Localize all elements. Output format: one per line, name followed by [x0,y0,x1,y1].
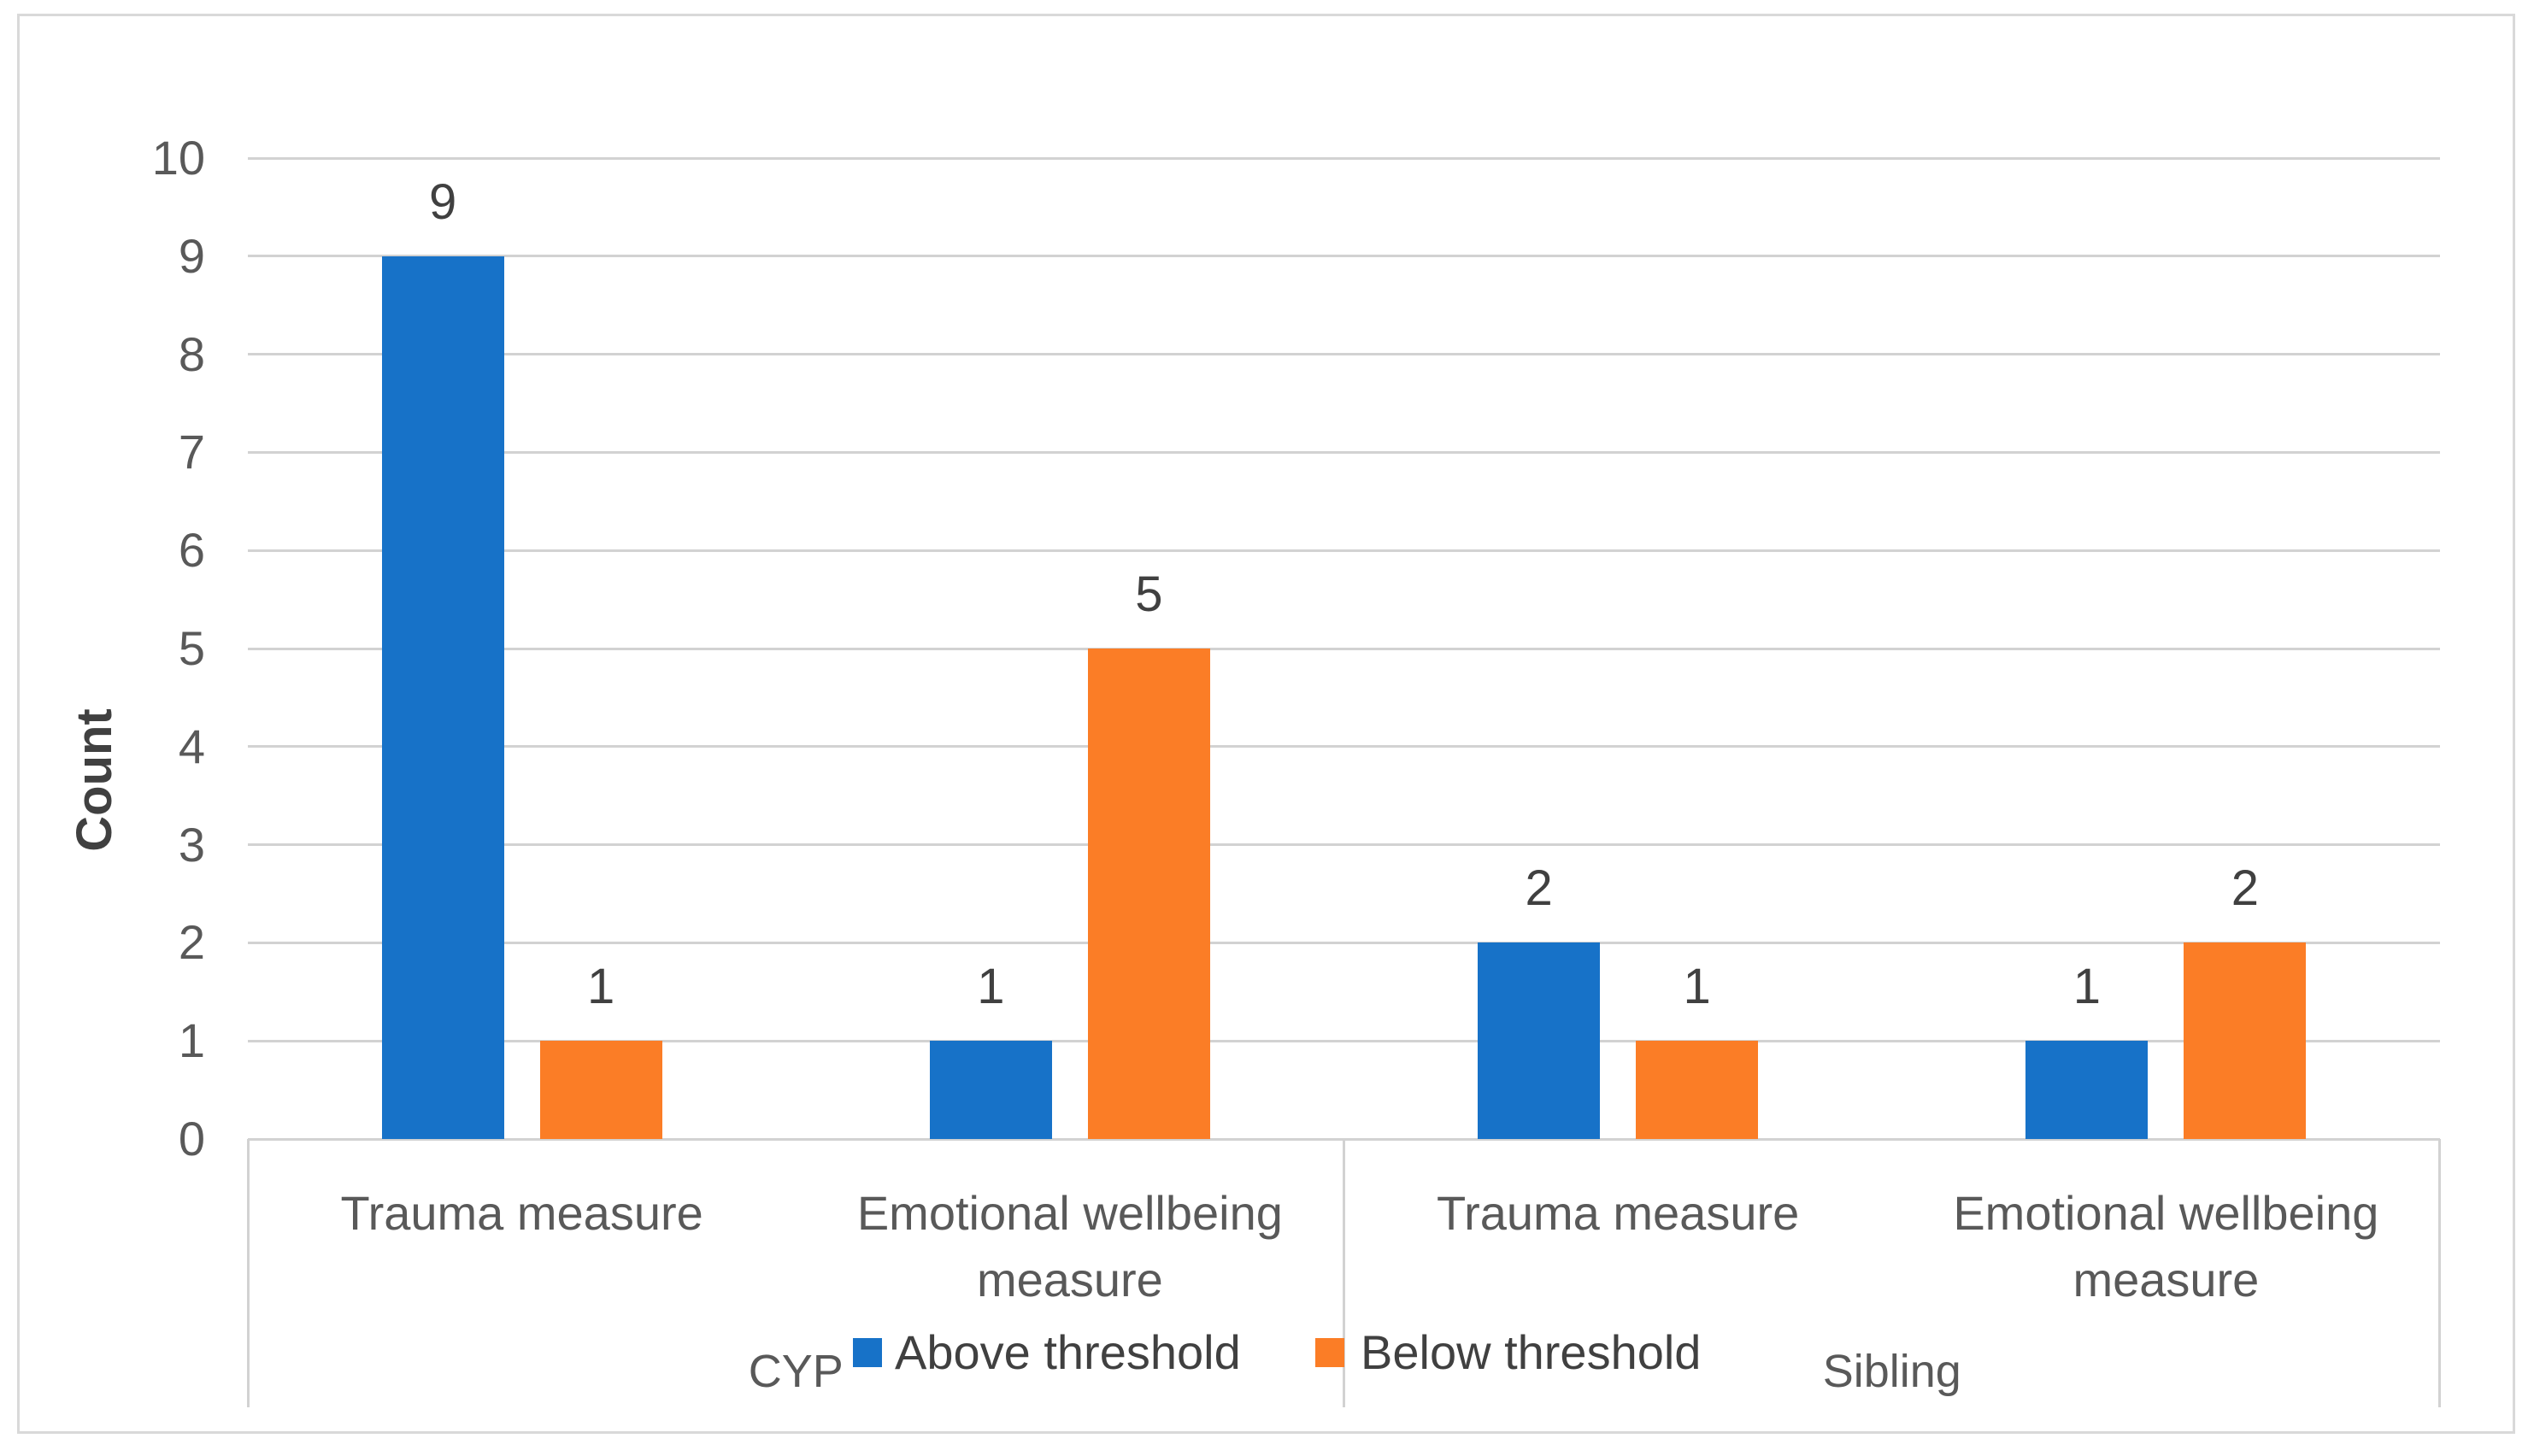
bar-value-label: 9 [428,173,457,230]
category-axis-left-border [247,1139,250,1407]
y-tick-label: 4 [178,719,205,773]
legend-swatch-below-threshold [1315,1338,1344,1367]
y-tick-label: 6 [178,523,205,578]
legend-swatch-above-threshold [853,1338,882,1367]
group-label-cyp: CYP [748,1346,844,1397]
bar-value-label: 1 [977,959,1005,1015]
y-tick-label: 7 [178,425,205,479]
bar-value-label: 1 [1683,959,1711,1015]
y-tick-label: 8 [178,326,205,381]
category-label: Emotional wellbeing measure [856,1186,1283,1306]
bar-above-threshold [1478,942,1601,1139]
gridline [248,549,2440,552]
bar-value-label: 1 [586,959,615,1015]
gridline [248,843,2440,847]
bar-above-threshold [929,1041,1052,1139]
gridline [248,941,2440,944]
bar-above-threshold [381,255,504,1139]
category-label: Emotional wellbeing measure [1953,1186,2379,1306]
y-tick-label: 9 [178,228,205,283]
bar-value-label: 2 [2231,860,2259,917]
bar-below-threshold [1087,649,1210,1139]
category-axis-right-border [2438,1139,2441,1407]
y-tick-label: 3 [178,817,205,872]
bar-below-threshold [539,1041,662,1139]
gridline [248,647,2440,650]
bar-value-label: 2 [1525,860,1553,917]
y-tick-label: 2 [178,915,205,970]
category-label: Trauma measure [340,1186,703,1240]
y-tick-label: 10 [151,131,205,185]
group-label-sibling: Sibling [1822,1346,1961,1397]
bar-value-label: 5 [1135,567,1163,622]
y-tick-label: 5 [178,621,205,675]
category-label: Trauma measure [1436,1186,1800,1240]
gridline [248,156,2440,160]
group-divider [1343,1139,1345,1407]
y-tick-label: 1 [178,1013,205,1068]
bar-below-threshold [1636,1041,1759,1139]
bar-value-label: 1 [2072,959,2101,1015]
legend-label: Above threshold [895,1325,1241,1379]
legend-label: Below threshold [1361,1325,1702,1379]
gridline [248,255,2440,258]
bar-above-threshold [2025,1041,2149,1139]
bar-below-threshold [2184,942,2307,1139]
gridline [248,745,2440,749]
y-tick-label: 0 [178,1112,205,1165]
gridline [248,450,2440,454]
gridline [248,1039,2440,1042]
gridline [248,353,2440,356]
